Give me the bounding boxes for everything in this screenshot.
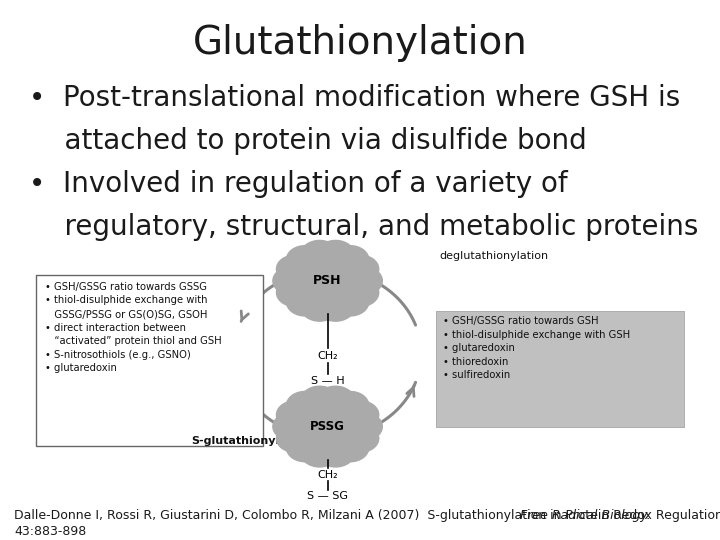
Circle shape bbox=[331, 434, 369, 462]
Text: S — H: S — H bbox=[311, 376, 344, 387]
Circle shape bbox=[273, 413, 310, 441]
Text: •  Post-translational modification where GSH is: • Post-translational modification where … bbox=[29, 84, 680, 112]
Circle shape bbox=[287, 288, 324, 316]
Text: deglutathionylation: deglutathionylation bbox=[439, 251, 549, 261]
Text: PSH: PSH bbox=[313, 274, 342, 287]
Text: Free Radical Biology.: Free Radical Biology. bbox=[520, 509, 650, 522]
Text: S-glutathionylation: S-glutathionylation bbox=[191, 435, 311, 445]
Circle shape bbox=[341, 279, 379, 307]
Circle shape bbox=[301, 386, 338, 414]
Circle shape bbox=[331, 392, 369, 420]
Text: regulatory, structural, and metabolic proteins: regulatory, structural, and metabolic pr… bbox=[29, 213, 698, 241]
Circle shape bbox=[317, 386, 354, 414]
Circle shape bbox=[341, 401, 379, 429]
Circle shape bbox=[317, 439, 354, 467]
Circle shape bbox=[287, 392, 324, 420]
Circle shape bbox=[287, 246, 324, 274]
Text: S — SG: S — SG bbox=[307, 491, 348, 502]
Circle shape bbox=[273, 267, 310, 295]
Circle shape bbox=[301, 293, 338, 321]
Circle shape bbox=[276, 401, 314, 429]
Circle shape bbox=[301, 439, 338, 467]
Circle shape bbox=[341, 255, 379, 283]
Text: • GSH/GSSG ratio towards GSSG
• thiol-disulphide exchange with
   GSSG/PSSG or G: • GSH/GSSG ratio towards GSSG • thiol-di… bbox=[45, 282, 221, 374]
Text: CH₂: CH₂ bbox=[318, 470, 338, 480]
Circle shape bbox=[283, 393, 372, 460]
Text: PSSG: PSSG bbox=[310, 420, 345, 433]
Circle shape bbox=[283, 247, 372, 314]
Circle shape bbox=[317, 240, 354, 268]
Circle shape bbox=[317, 293, 354, 321]
Circle shape bbox=[331, 246, 369, 274]
Text: • GSH/GSSG ratio towards GSH
• thiol-disulphide exchange with GSH
• glutaredoxin: • GSH/GSSG ratio towards GSH • thiol-dis… bbox=[443, 316, 630, 380]
Circle shape bbox=[276, 255, 314, 283]
Circle shape bbox=[276, 279, 314, 307]
Text: •  Involved in regulation of a variety of: • Involved in regulation of a variety of bbox=[29, 170, 567, 198]
Text: Dalle-Donne I, Rossi R, Giustarini D, Colombo R, Milzani A (2007)  S-glutathiony: Dalle-Donne I, Rossi R, Giustarini D, Co… bbox=[14, 509, 720, 522]
Circle shape bbox=[301, 240, 338, 268]
Circle shape bbox=[287, 434, 324, 462]
Circle shape bbox=[276, 424, 314, 453]
FancyBboxPatch shape bbox=[436, 310, 684, 427]
Text: Glutathionylation: Glutathionylation bbox=[193, 24, 527, 62]
FancyBboxPatch shape bbox=[36, 275, 263, 445]
Circle shape bbox=[345, 413, 382, 441]
Circle shape bbox=[341, 424, 379, 453]
Circle shape bbox=[331, 288, 369, 316]
Text: 43:883-898: 43:883-898 bbox=[14, 525, 86, 538]
Circle shape bbox=[345, 267, 382, 295]
Text: attached to protein via disulfide bond: attached to protein via disulfide bond bbox=[29, 127, 587, 155]
Text: CH₂: CH₂ bbox=[318, 351, 338, 361]
